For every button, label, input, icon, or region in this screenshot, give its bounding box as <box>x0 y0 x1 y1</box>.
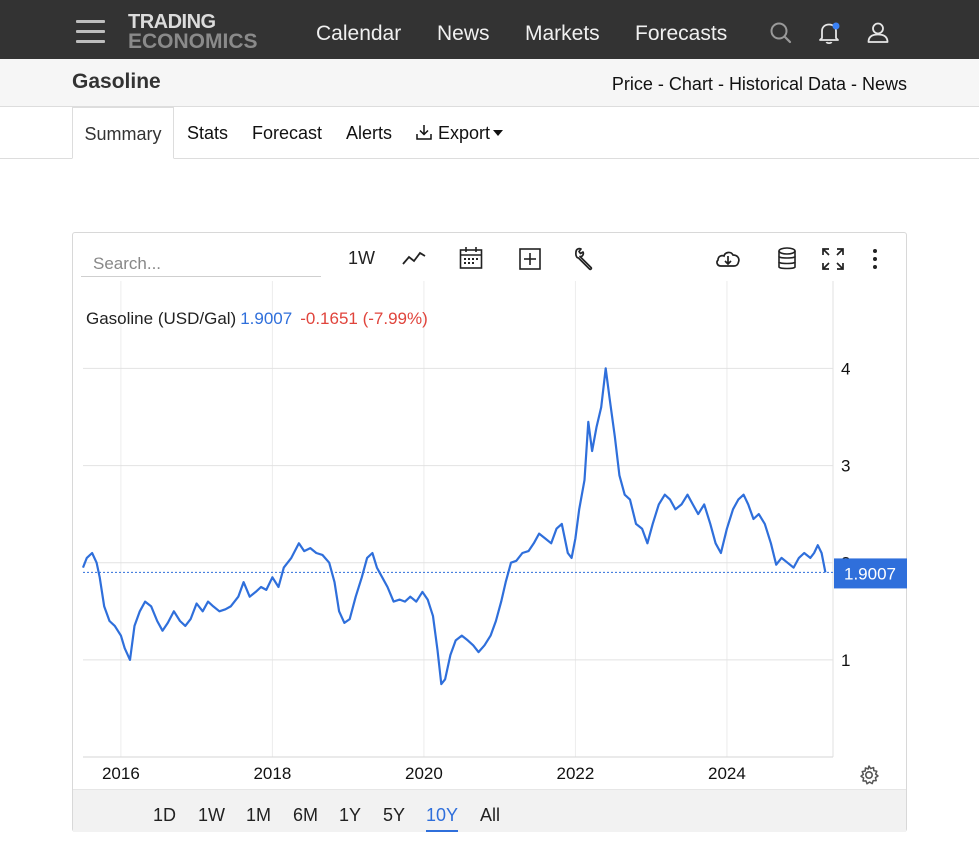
chart-search-input[interactable] <box>81 247 321 277</box>
link-price[interactable]: Price <box>611 74 653 94</box>
link-separator: - <box>712 74 729 94</box>
export-label: Export <box>438 123 491 143</box>
range-button-1w[interactable]: 1W <box>198 805 225 825</box>
compare-add-icon[interactable] <box>517 245 543 273</box>
top-navigation-bar: TRADING ECONOMICS Calendar News Markets … <box>0 0 979 59</box>
y-tick-label-4: 4 <box>841 359 850 378</box>
chevron-down-icon <box>493 129 504 136</box>
link-separator: - <box>652 74 669 94</box>
calendar-icon[interactable] <box>458 245 484 273</box>
chart-legend: Gasoline (USD/Gal) 1.9007 -0.1651 (-7.99%) <box>86 309 428 329</box>
range-button-1y[interactable]: 1Y <box>339 805 362 825</box>
settings-gear-icon[interactable] <box>858 764 880 786</box>
menu-icon[interactable] <box>76 20 105 44</box>
tab-alerts[interactable]: Alerts <box>346 123 393 143</box>
series-line-gasoline[interactable] <box>81 367 827 686</box>
legend-series-name: Gasoline (USD/Gal) <box>86 309 237 328</box>
tab-export[interactable]: Export <box>415 123 504 144</box>
y-tick-label-3: 3 <box>841 457 850 476</box>
range-button-1m[interactable]: 1M <box>246 805 272 825</box>
more-options-icon[interactable] <box>868 245 882 273</box>
download-icon <box>416 125 432 140</box>
link-separator: - <box>845 74 862 94</box>
range-button-all[interactable]: All <box>480 805 501 825</box>
link-chart[interactable]: Chart <box>668 74 713 94</box>
range-button-6m[interactable]: 6M <box>293 805 319 825</box>
database-icon[interactable] <box>775 245 799 273</box>
line-chart[interactable]: 1234201620182020202220241.9007 <box>73 233 908 789</box>
tab-stats[interactable]: Stats <box>187 123 229 143</box>
instrument-links: Price - Chart - Historical Data - News <box>612 74 907 95</box>
nav-calendar[interactable]: Calendar <box>316 22 402 45</box>
x-tick-label-2022: 2022 <box>557 764 595 783</box>
line-chart-type-icon[interactable] <box>401 245 427 273</box>
search-icon[interactable] <box>768 20 794 46</box>
chart-container: 1W 1234201620182020202220241.9007 Gasoli… <box>72 232 907 832</box>
user-account-icon[interactable] <box>865 20 891 46</box>
nav-markets[interactable]: Markets <box>525 22 600 45</box>
y-tick-label-1: 1 <box>841 651 850 670</box>
cloud-download-icon[interactable] <box>714 245 742 273</box>
range-selector: 1D 1W 1M 6M 1Y 5Y 10Y All <box>73 789 906 832</box>
wrench-icon[interactable] <box>571 245 597 273</box>
legend-change: -0.1651 (-7.99%) <box>300 309 428 328</box>
x-tick-label-2016: 2016 <box>102 764 140 783</box>
logo-line1: TRADING <box>128 11 216 33</box>
nav-forecasts[interactable]: Forecasts <box>635 22 728 45</box>
notification-bell-icon[interactable] <box>816 20 842 46</box>
tab-summary[interactable]: Summary <box>72 107 174 159</box>
fullscreen-icon[interactable] <box>820 245 846 273</box>
link-historical-data[interactable]: Historical Data <box>728 74 846 94</box>
instrument-header: Gasoline Price - Chart - Historical Data… <box>0 59 979 107</box>
range-button-5y[interactable]: 5Y <box>383 805 406 825</box>
last-price-label-bg <box>834 558 907 589</box>
range-button-10y[interactable]: 10Y <box>426 805 459 832</box>
interval-selector[interactable]: 1W <box>348 248 375 268</box>
last-price-label: 1.9007 <box>844 564 896 583</box>
legend-price: 1.9007 <box>240 309 293 328</box>
tab-forecast[interactable]: Forecast <box>252 123 323 143</box>
x-tick-label-2024: 2024 <box>708 764 746 783</box>
x-tick-label-2020: 2020 <box>405 764 443 783</box>
link-news[interactable]: News <box>861 74 907 94</box>
logo[interactable]: TRADING ECONOMICS <box>128 11 258 53</box>
page-title: Gasoline <box>72 70 161 93</box>
nav-news[interactable]: News <box>437 22 490 45</box>
logo-line2: ECONOMICS <box>128 30 258 53</box>
range-button-1d[interactable]: 1D <box>153 805 177 825</box>
x-tick-label-2018: 2018 <box>253 764 291 783</box>
content-tabs: Summary Stats Forecast Alerts Export <box>0 107 979 159</box>
